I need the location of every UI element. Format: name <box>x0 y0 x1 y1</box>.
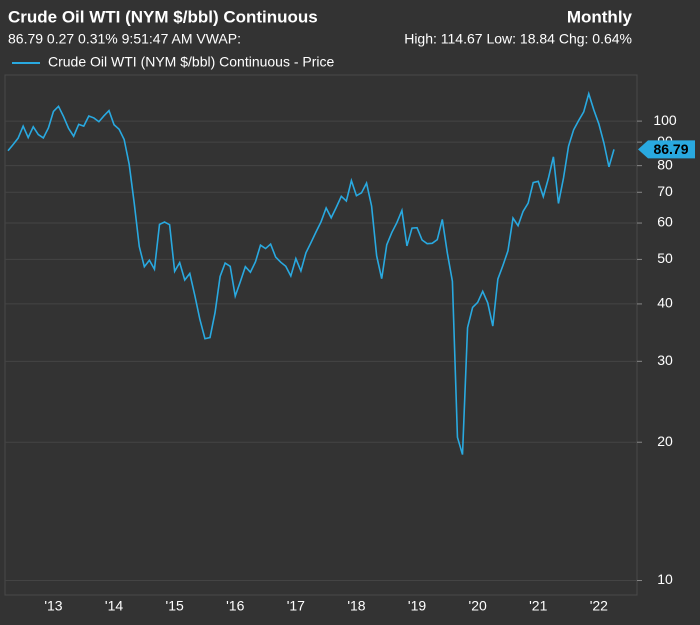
x-tick-label: '17 <box>287 598 305 614</box>
period: Monthly <box>567 7 633 26</box>
x-tick-label: '13 <box>44 598 62 614</box>
y-tick-label: 50 <box>657 250 673 266</box>
y-tick-label: 60 <box>657 214 673 230</box>
y-tick-label: 80 <box>657 156 673 172</box>
x-tick-label: '15 <box>166 598 184 614</box>
x-tick-label: '21 <box>529 598 547 614</box>
last-value-label: 86.79 <box>653 141 688 157</box>
chart-title: Crude Oil WTI (NYM $/bbl) Continuous <box>8 7 318 26</box>
y-tick-label: 20 <box>657 433 673 449</box>
y-tick-label: 70 <box>657 183 673 199</box>
y-tick-label: 40 <box>657 295 673 311</box>
y-tick-label: 10 <box>657 571 673 587</box>
plot-area <box>4 74 638 596</box>
range-line: High: 114.67 Low: 18.84 Chg: 0.64% <box>404 31 632 47</box>
x-tick-label: '22 <box>590 598 608 614</box>
x-tick-label: '16 <box>226 598 244 614</box>
last-value-tag <box>638 140 695 159</box>
quote-line: 86.79 0.27 0.31% 9:51:47 AM VWAP: <box>8 31 241 47</box>
y-tick-label: 30 <box>657 352 673 368</box>
x-tick-label: '14 <box>105 598 123 614</box>
x-tick-label: '19 <box>408 598 426 614</box>
x-tick-label: '18 <box>347 598 365 614</box>
y-tick-label: 100 <box>653 112 677 128</box>
x-tick-label: '20 <box>469 598 487 614</box>
price-line <box>7 90 615 455</box>
legend-label: Crude Oil WTI (NYM $/bbl) Continuous - P… <box>48 54 335 70</box>
